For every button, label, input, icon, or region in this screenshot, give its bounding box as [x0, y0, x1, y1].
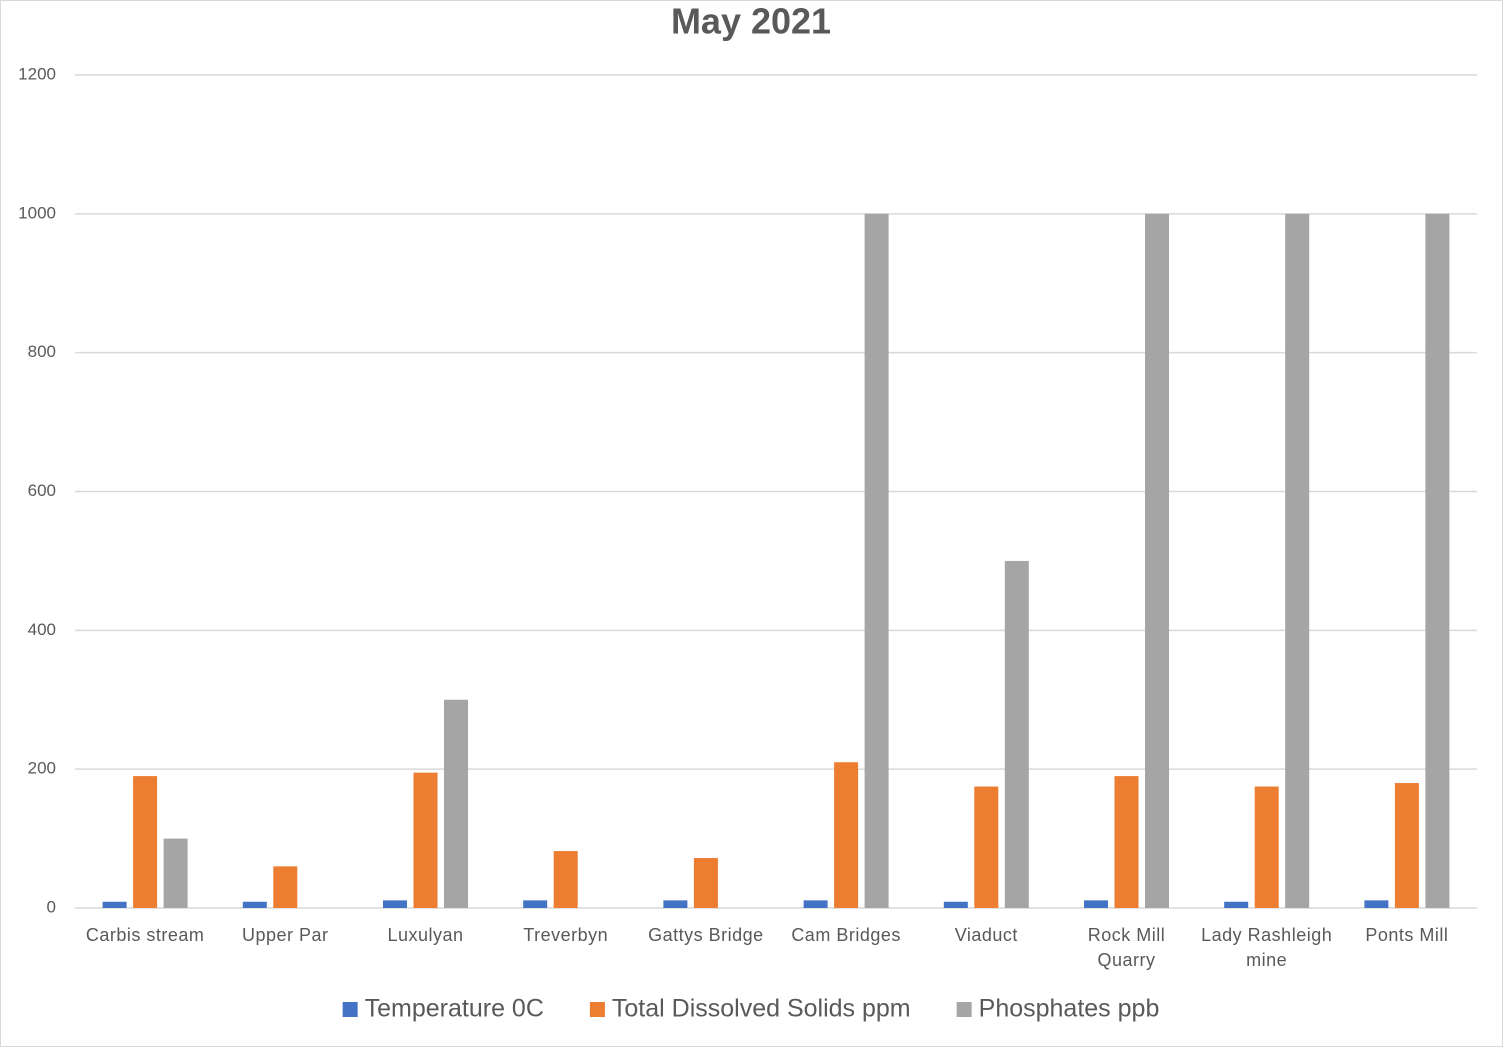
bar [163, 838, 188, 908]
bar [1114, 776, 1139, 908]
x-tick-label: Upper Par [242, 925, 329, 945]
bar [1425, 213, 1450, 909]
x-tick-label: Treverbyn [523, 925, 609, 945]
y-tick-label: 600 [28, 481, 56, 500]
x-tick-label: Cam Bridges [791, 925, 901, 945]
bar [974, 786, 999, 908]
bar [383, 900, 407, 908]
bar [102, 901, 127, 908]
bar [864, 213, 889, 909]
legend-swatch [342, 1002, 358, 1017]
y-tick-label: 1000 [18, 203, 56, 222]
bar [413, 772, 438, 908]
bar [1224, 901, 1249, 908]
bar [1394, 783, 1419, 908]
bar [523, 900, 548, 908]
y-tick-label: 800 [28, 342, 56, 361]
bar [943, 901, 968, 908]
bar [1145, 213, 1169, 909]
bar [834, 762, 859, 908]
x-tick-label: Viaduct [954, 925, 1018, 945]
bar [133, 776, 158, 908]
y-tick-label: 1200 [18, 64, 56, 83]
y-tick-label: 0 [47, 897, 56, 916]
x-tick-label: Rock Mill Quarry [1087, 925, 1166, 970]
legend-swatch [589, 1002, 605, 1017]
bar [1364, 900, 1389, 908]
bar [1004, 560, 1029, 908]
bar [273, 866, 298, 908]
y-tick-label: 400 [28, 620, 56, 639]
x-tick-label: Ponts Mill [1365, 925, 1449, 945]
bar [1285, 213, 1310, 909]
bar [663, 900, 688, 908]
bar [553, 851, 578, 908]
x-tick-label: Gattys Bridge [648, 925, 764, 945]
bar [803, 900, 828, 908]
legend-label: Temperature 0C [365, 995, 544, 1023]
bar [693, 858, 718, 908]
legend-label: Phosphates ppb [979, 995, 1160, 1023]
bar [242, 901, 267, 908]
y-tick-label: 200 [28, 759, 56, 778]
bar [444, 699, 468, 908]
legend-label: Total Dissolved Solids ppm [612, 995, 911, 1023]
x-tick-label: Lady Rashleigh mine [1201, 925, 1333, 970]
bar [1084, 900, 1108, 908]
x-tick-label: Luxulyan [387, 925, 464, 945]
bar [1254, 786, 1279, 908]
legend-swatch [956, 1002, 972, 1017]
x-tick-label: Carbis stream [85, 925, 205, 945]
chart-title: May 2021 [671, 1, 831, 42]
